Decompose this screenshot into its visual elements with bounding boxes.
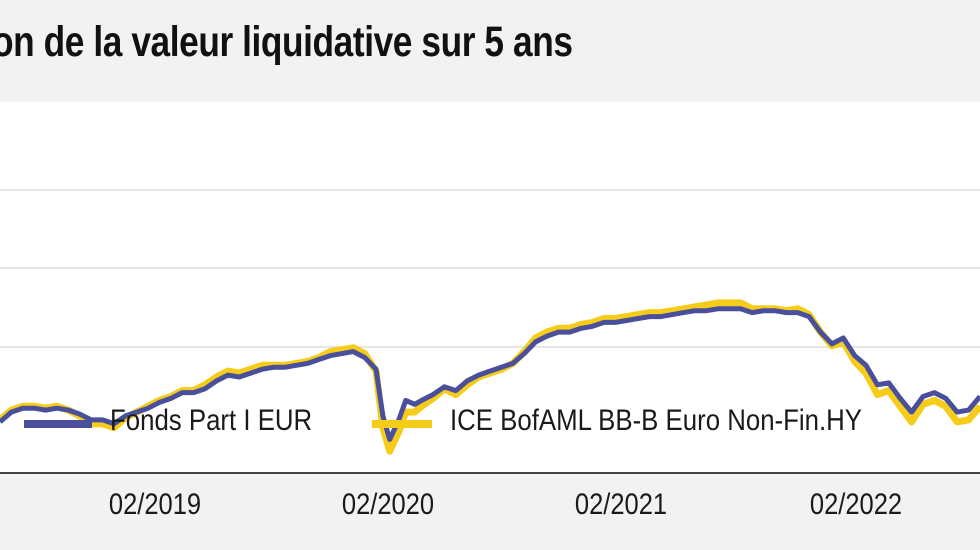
- x-tick-label: 02/2022: [809, 488, 903, 521]
- plot-area: [0, 102, 980, 472]
- x-tick-label: 02/2021: [574, 488, 668, 521]
- x-axis-line: [0, 472, 980, 474]
- legend-label-fund: Fonds Part I EUR: [110, 404, 313, 437]
- legend-label-index: ICE BofAML BB-B Euro Non-Fin.HY: [450, 404, 862, 437]
- x-tick-label: 02/2020: [341, 488, 435, 521]
- chart-title: on de la valeur liquidative sur 5 ans: [0, 18, 573, 66]
- x-tick-label: 02/2019: [108, 488, 202, 521]
- series-line-fund: [0, 306, 980, 442]
